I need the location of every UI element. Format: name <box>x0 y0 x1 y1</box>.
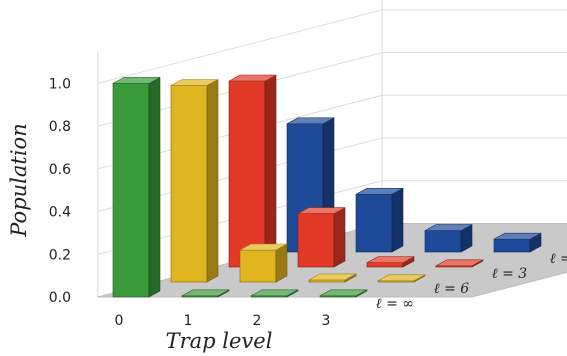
bar <box>170 78 219 283</box>
series-label: ℓ = 6 <box>434 281 469 297</box>
bar-top-face <box>286 117 335 125</box>
bar-front-face <box>170 85 208 283</box>
bar <box>308 273 357 283</box>
bar-side-face <box>206 78 219 283</box>
bar-front-face <box>228 80 266 268</box>
bar-top-face <box>355 188 404 195</box>
bar <box>250 289 299 298</box>
bar-front-face <box>355 194 393 253</box>
bar-front-face <box>493 238 531 253</box>
x-tick-label: 0 <box>115 313 124 329</box>
y-tick-label: 1.0 <box>49 76 71 92</box>
bar-side-face <box>264 74 277 268</box>
series-label: ℓ = 1 <box>550 251 567 267</box>
gridline <box>97 52 567 127</box>
gridline <box>97 9 567 84</box>
series-label: ℓ = ∞ <box>376 296 414 312</box>
bar-top-face <box>297 207 346 214</box>
bar <box>355 187 404 253</box>
bar-front-face <box>112 83 150 298</box>
bar-front-face <box>366 262 404 268</box>
bar-side-face <box>333 207 346 268</box>
bar-front-face <box>239 249 277 283</box>
bar-side-face <box>391 187 404 253</box>
x-tick-label: 3 <box>322 313 331 329</box>
y-axis-label: Population <box>7 123 31 237</box>
series-label: ℓ = 3 <box>492 266 527 282</box>
bar <box>112 76 161 298</box>
bar <box>493 232 542 253</box>
y-tick-label: 0.4 <box>49 205 71 221</box>
bar-top-face <box>239 243 288 251</box>
bars-layer <box>112 74 542 298</box>
bar <box>366 256 415 268</box>
bar-top-face <box>228 74 277 82</box>
y-tick-label: 0.0 <box>49 290 71 306</box>
x-tick-label: 1 <box>184 313 193 329</box>
bar-top-face <box>377 274 426 282</box>
bar-front-face <box>308 279 346 283</box>
bar-top-face <box>170 79 219 86</box>
x-axis-label: Trap level <box>166 329 273 353</box>
y-tick-label: 0.8 <box>49 119 71 135</box>
bar-top-face <box>319 289 368 297</box>
bar <box>181 289 230 298</box>
bar <box>377 274 426 283</box>
y-tick-label: 0.2 <box>49 247 71 263</box>
bar <box>239 243 288 283</box>
bar-top-face <box>308 273 357 281</box>
bar <box>424 224 473 253</box>
bar-top-face <box>250 289 299 297</box>
labels-layer: 0.0 0.2 0.4 0.6 0.8 1.0 0 1 2 3 ℓ = ∞ ℓ = 6 ℓ = 3 ℓ =… <box>49 76 567 329</box>
bar-top-face <box>435 259 484 267</box>
x-tick-label: 2 <box>253 313 262 329</box>
y-tick-label: 0.6 <box>49 162 71 178</box>
bar-front-face <box>424 230 462 253</box>
bar <box>435 259 484 268</box>
bar-top-face <box>366 256 415 264</box>
bar-top-face <box>181 289 230 297</box>
bar-top-face <box>112 77 161 84</box>
bar-side-face <box>148 76 161 298</box>
bar <box>297 207 346 268</box>
bar-top-face <box>424 224 473 231</box>
bar-side-face <box>275 243 288 283</box>
bar-front-face <box>297 213 335 268</box>
bar-top-face <box>493 232 542 240</box>
bar <box>319 289 368 298</box>
bar <box>228 74 277 268</box>
